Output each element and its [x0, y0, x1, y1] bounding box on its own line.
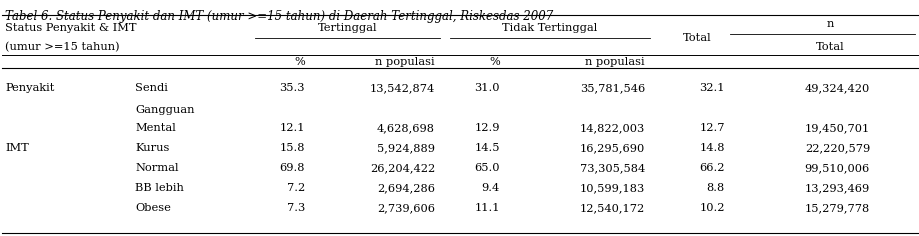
- Text: 13,293,469: 13,293,469: [804, 183, 869, 193]
- Text: 8.8: 8.8: [706, 183, 724, 193]
- Text: 13,542,874: 13,542,874: [369, 83, 435, 93]
- Text: n populasi: n populasi: [584, 57, 644, 67]
- Text: Normal: Normal: [135, 163, 178, 173]
- Text: 11.1: 11.1: [474, 203, 499, 213]
- Text: 35.3: 35.3: [279, 83, 305, 93]
- Text: Obese: Obese: [135, 203, 171, 213]
- Text: 31.0: 31.0: [474, 83, 499, 93]
- Text: 5,924,889: 5,924,889: [377, 143, 435, 153]
- Text: 65.0: 65.0: [474, 163, 499, 173]
- Text: n: n: [825, 19, 833, 29]
- Text: 12.7: 12.7: [698, 123, 724, 133]
- Text: 14.5: 14.5: [474, 143, 499, 153]
- Text: 26,204,422: 26,204,422: [369, 163, 435, 173]
- Text: 10,599,183: 10,599,183: [579, 183, 644, 193]
- Text: 15.8: 15.8: [279, 143, 305, 153]
- Text: Kurus: Kurus: [135, 143, 169, 153]
- Text: Penyakit: Penyakit: [5, 83, 54, 93]
- Text: 19,450,701: 19,450,701: [804, 123, 869, 133]
- Text: 14.8: 14.8: [698, 143, 724, 153]
- Text: 10.2: 10.2: [698, 203, 724, 213]
- Text: 16,295,690: 16,295,690: [579, 143, 644, 153]
- Text: Mental: Mental: [135, 123, 176, 133]
- Text: (umur >=15 tahun): (umur >=15 tahun): [5, 42, 119, 52]
- Text: %: %: [294, 57, 305, 67]
- Text: 99,510,006: 99,510,006: [804, 163, 869, 173]
- Text: 15,279,778: 15,279,778: [804, 203, 869, 213]
- Text: 14,822,003: 14,822,003: [579, 123, 644, 133]
- Text: IMT: IMT: [5, 143, 28, 153]
- Text: 49,324,420: 49,324,420: [804, 83, 869, 93]
- Text: 2,694,286: 2,694,286: [377, 183, 435, 193]
- Text: 69.8: 69.8: [279, 163, 305, 173]
- Text: 35,781,546: 35,781,546: [579, 83, 644, 93]
- Text: 2,739,606: 2,739,606: [377, 203, 435, 213]
- Text: 73,305,584: 73,305,584: [579, 163, 644, 173]
- Text: 22,220,579: 22,220,579: [804, 143, 869, 153]
- Text: %: %: [489, 57, 499, 67]
- Text: 32.1: 32.1: [698, 83, 724, 93]
- Text: Tabel 6. Status Penyakit dan IMT (umur >=15 tahun) di Daerah Tertinggal, Riskesd: Tabel 6. Status Penyakit dan IMT (umur >…: [5, 10, 552, 23]
- Text: 12.9: 12.9: [474, 123, 499, 133]
- Text: Total: Total: [683, 33, 711, 43]
- Text: Status Penyakit & IMT: Status Penyakit & IMT: [5, 23, 136, 33]
- Text: Gangguan: Gangguan: [135, 105, 194, 115]
- Text: 4,628,698: 4,628,698: [377, 123, 435, 133]
- Text: 12.1: 12.1: [279, 123, 305, 133]
- Text: 66.2: 66.2: [698, 163, 724, 173]
- Text: 9.4: 9.4: [482, 183, 499, 193]
- Text: Tidak Tertinggal: Tidak Tertinggal: [502, 23, 597, 33]
- Text: BB lebih: BB lebih: [135, 183, 184, 193]
- Text: Total: Total: [815, 42, 844, 52]
- Text: 7.2: 7.2: [287, 183, 305, 193]
- Text: 7.3: 7.3: [287, 203, 305, 213]
- Text: Tertinggal: Tertinggal: [317, 23, 377, 33]
- Text: n populasi: n populasi: [375, 57, 435, 67]
- Text: 12,540,172: 12,540,172: [579, 203, 644, 213]
- Text: Sendi: Sendi: [135, 83, 167, 93]
